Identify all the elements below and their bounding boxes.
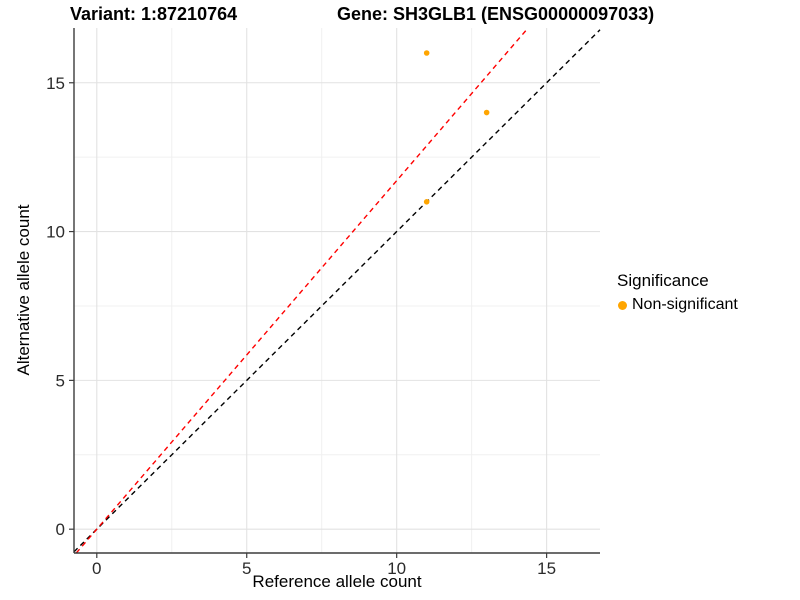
data-point xyxy=(423,199,430,205)
x-tick-label: 5 xyxy=(242,559,251,578)
data-point xyxy=(483,109,490,116)
legend-point-icon xyxy=(618,300,627,310)
expected-ratio-line xyxy=(75,27,529,554)
x-tick-label: 15 xyxy=(537,559,556,578)
y-tick-label: 10 xyxy=(46,223,65,242)
gene-title: Gene: SH3GLB1 (ENSG00000097033) xyxy=(337,4,655,24)
x-tick-label: 0 xyxy=(92,559,101,578)
x-axis-title: Reference allele count xyxy=(252,572,422,591)
legend-item: Non-significant xyxy=(618,296,738,314)
y-tick-label: 15 xyxy=(46,74,65,93)
identity-line xyxy=(73,29,601,553)
legend: Significance Non-significant xyxy=(617,271,738,314)
y-tick-label: 0 xyxy=(56,520,65,539)
variant-title: Variant: 1:87210764 xyxy=(70,4,238,24)
legend-title: Significance xyxy=(617,271,709,290)
y-tick-label: 5 xyxy=(56,371,65,390)
legend-item-label: Non-significant xyxy=(632,296,738,313)
x-tick-label: 10 xyxy=(387,559,406,578)
data-point xyxy=(423,50,430,56)
y-axis-title: Alternative allele count xyxy=(14,204,33,376)
